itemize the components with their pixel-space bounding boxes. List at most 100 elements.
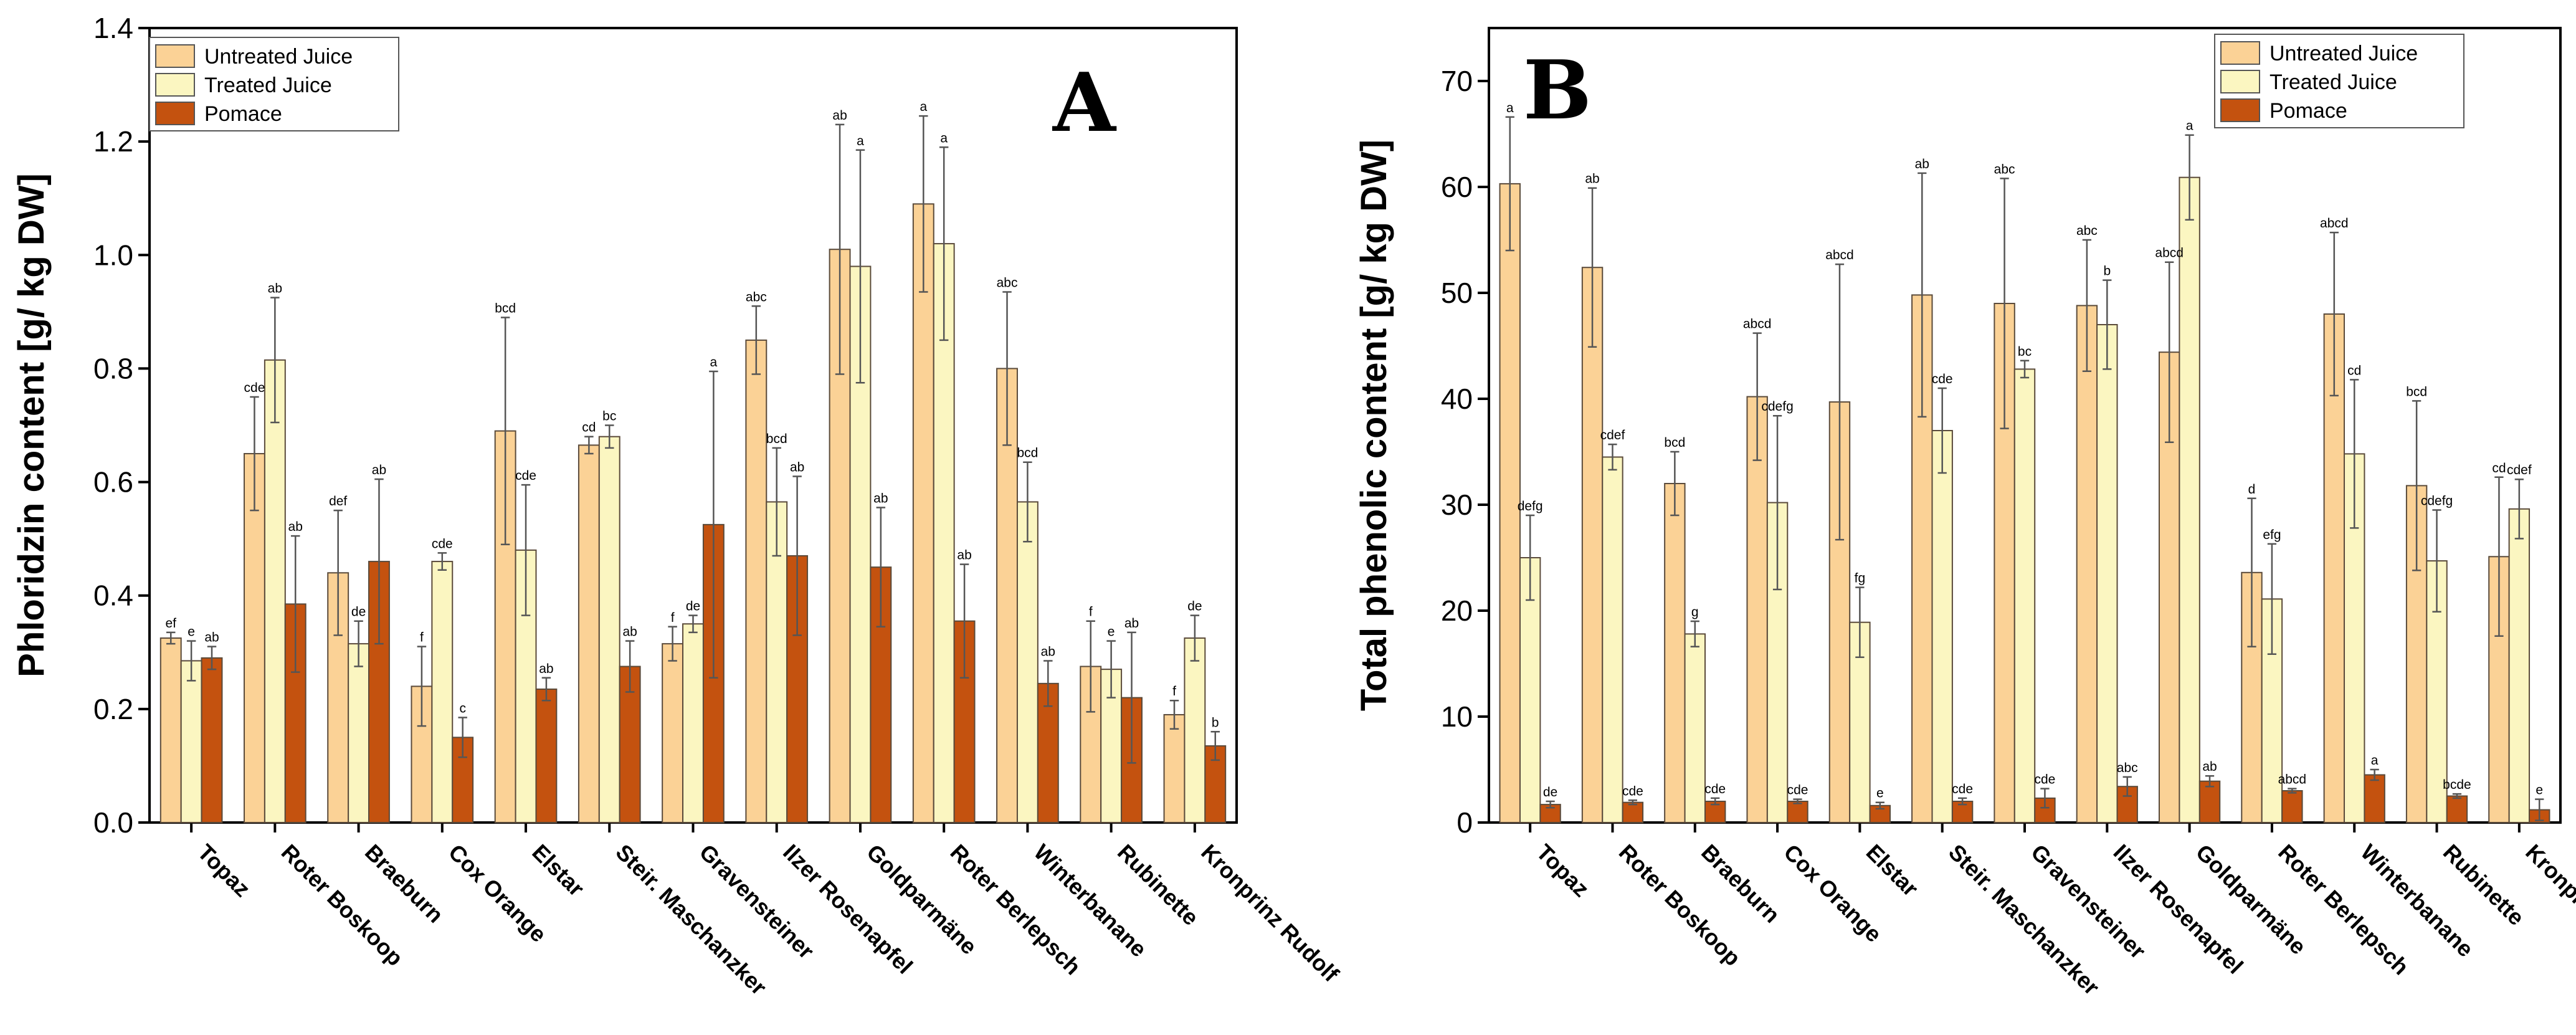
panel-b-significance-letter: d [2248,482,2256,497]
panel-a-error-bar [1169,699,1179,730]
panel-a-error-bar [186,640,196,682]
panel-a-significance-letter: bcd [495,301,516,315]
panel-b-y-tick-label: 70 [1441,65,1473,97]
panel-a-legend-swatch-untreated [155,44,195,68]
panel-a-x-tick-label: Kronprinz Rudolf [1196,839,1344,988]
panel-a-significance-letter: cde [515,469,536,483]
panel-a-x-tick-label: Steir. Maschanzker [611,839,772,1000]
panel-a-x-tick-label: Rubinette [1113,839,1204,930]
panel-a-bar-untreated [327,572,349,823]
panel-b-error-bar [2288,788,2297,794]
panel-a-y-tick-label: 1.4 [93,12,133,44]
panel-a-significance-letter: ab [539,662,553,676]
panel-b-significance-letter: bcde [2443,778,2471,792]
panel-a-bar-untreated [494,430,516,823]
panel-b-bar-untreated [1499,183,1521,823]
panel-b-error-bar [2514,478,2524,540]
panel-b-error-bar [2082,239,2092,373]
panel-a-error-bar [207,646,217,670]
panel-b-legend-swatch-treated [2220,70,2260,93]
panel-b-error-bar [2535,798,2544,821]
panel-a-significance-letter: ab [288,520,303,534]
panel-b-error-bar [2000,178,2009,429]
panel-b-error-bar [2452,793,2462,799]
panel-b-significance-letter: bcd [1664,436,1685,450]
panel-b-error-bar [2432,509,2441,613]
panel-a-significance-letter: abc [997,275,1018,290]
panel-b-significance-letter: cdef [2507,463,2532,477]
panel-a-significance-letter: f [671,611,675,625]
panel-a-bar-untreated [662,643,684,823]
panel-b-bar-pomace [1869,804,1891,824]
panel-a-bar-treated [264,359,286,823]
panel-b-bar-pomace [2281,790,2303,823]
panel-a-bar-untreated [745,339,768,823]
panel-b-error-bar [1835,263,1845,541]
panel-b-significance-letter: b [2103,264,2111,279]
panel-a-error-bar [584,436,594,455]
panel-b-error-bar [2494,476,2504,637]
panel-a-significance-letter: ab [204,631,219,645]
panel-b-error-bar [2247,497,2256,648]
panel-a-error-bar [605,424,614,449]
panel-b-bar-pomace [2446,795,2468,823]
panel-b-error-bar [1526,514,1535,601]
panel-b-significance-letter: abc [2076,224,2098,238]
panel-b-significance-letter: efg [2263,528,2281,542]
panel-a-legend-swatch-treated [155,73,195,97]
panel-a-error-bar [668,626,677,662]
panel-a-significance-letter: c [459,702,466,716]
panel-a-significance-letter: def [329,494,347,508]
panel-a-significance-letter: ab [1041,644,1055,659]
panel-a-error-bar [166,631,176,645]
panel-a-significance-letter: bcd [766,432,787,446]
panel-a-error-bar [541,677,551,702]
panel-a-legend-label: Pomace [204,102,282,126]
panel-a-significance-letter: cd [582,421,596,435]
panel-b-error-bar [1628,799,1638,806]
panel-a-significance-letter: f [1089,605,1093,619]
panel-a-significance-letter: de [351,605,366,619]
panel-b-bar-treated [2096,324,2118,823]
panel-b-significance-letter: abcd [2320,216,2349,231]
panel-b-significance-letter: cde [1622,784,1643,798]
panel-a-significance-letter: a [710,355,718,370]
panel-a-bar-untreated [159,637,182,823]
panel-b-error-bar [1772,414,1782,591]
panel-b-error-bar [1587,187,1597,348]
panel-b-error-bar [2020,360,2030,379]
panel-b-bar-treated [1519,557,1541,823]
panel-b-error-bar [2103,279,2112,370]
panel-b-significance-letter: cde [1952,782,1973,796]
panel-a-bar-pomace [535,688,558,824]
panel-a-error-bar [919,115,928,293]
panel-a-significance-letter: cde [244,381,265,395]
panel-a-error-bar [374,478,384,645]
panel-b-letter: B [1523,42,1592,138]
panel-a-significance-letter: bcd [1017,446,1038,460]
panel-a-error-bar [417,646,427,727]
panel-a-y-tick-label: 0.8 [93,352,133,384]
panel-a-significance-letter: de [1187,599,1202,614]
panel-b-significance-letter: cde [1787,783,1808,798]
panel-a-y-axis-label: Phloridzin content [g/ kg DW] [11,173,52,677]
panel-b-significance-letter: cdefg [2421,494,2453,508]
panel-b-y-tick-label: 0 [1457,806,1473,839]
panel-b-significance-letter: abcd [1743,317,1772,331]
panel-a-significance-letter: a [940,131,948,145]
panel-b-error-bar [1670,451,1680,517]
panel-a-significance-letter: bc [602,409,616,424]
panel-b-significance-letter: fg [1855,571,1866,586]
panel-b-significance-letter: cde [1932,372,1953,386]
panel-a-error-bar [959,563,969,679]
panel-b-error-bar [2267,543,2277,655]
panel-b-bar-treated [1931,430,1953,823]
panel-b-error-bar [1937,387,1947,474]
panel-b-significance-letter: bc [2018,345,2032,359]
panel-a-significance-letter: ab [372,463,386,477]
panel-b-significance-letter: de [1543,785,1557,799]
panel-b-significance-letter: cdef [1600,428,1625,442]
panel-b-error-bar [1875,801,1884,810]
panel-b-y-tick-label: 50 [1441,277,1473,309]
